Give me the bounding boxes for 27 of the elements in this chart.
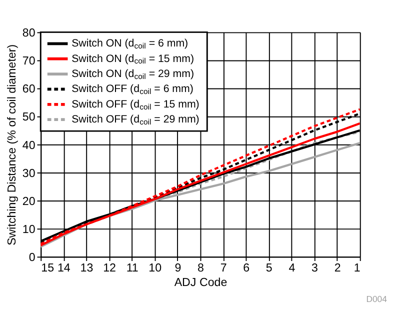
y-tick-label: 20 xyxy=(22,194,36,208)
y-tick-label: 70 xyxy=(22,54,36,68)
y-tick-label: 40 xyxy=(22,138,36,152)
x-tick-label: 14 xyxy=(57,262,71,275)
x-tick-label: 1 xyxy=(354,262,360,275)
x-tick-label: 13 xyxy=(80,262,94,275)
x-tick-label: 3 xyxy=(312,262,318,275)
x-tick-label: 9 xyxy=(174,262,182,275)
y-tick-label: 80 xyxy=(22,26,36,40)
x-tick-label: 2 xyxy=(334,262,341,275)
x-tick-label: 11 xyxy=(126,262,138,275)
y-tick-label: 30 xyxy=(22,166,36,180)
x-tick-label: 15 xyxy=(41,262,54,275)
x-tick-label: 8 xyxy=(198,262,204,275)
y-tick-label: 50 xyxy=(22,110,36,124)
y-tick-label: 0 xyxy=(28,251,36,264)
y-tick-label: 10 xyxy=(22,222,36,236)
y-tick-label: 60 xyxy=(22,82,36,96)
x-tick-label: 10 xyxy=(148,262,162,275)
y-axis-title: Switching Distance (% of coil diameter) xyxy=(6,44,19,246)
x-tick-label: 6 xyxy=(243,262,250,275)
x-tick-label: 12 xyxy=(103,262,116,275)
x-tick-label: 4 xyxy=(288,262,296,275)
x-axis-title: ADJ Code xyxy=(174,276,228,290)
x-tick-label: 5 xyxy=(266,262,272,275)
x-tick-label: 7 xyxy=(220,262,227,275)
text: D004 xyxy=(366,294,388,304)
